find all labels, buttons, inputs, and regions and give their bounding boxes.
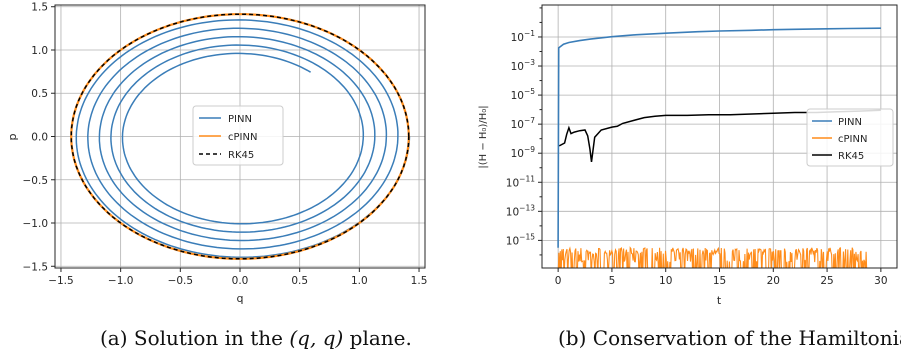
right-chart: 0 5 10 15 20 25 30 10−15 10−13 10−11 10−9 10−7 10−5 1… xyxy=(478,4,898,307)
right-legend-box xyxy=(806,108,894,167)
left-xlabel: q xyxy=(237,292,244,305)
left-ylabel: p xyxy=(6,133,19,140)
right-ytick-label: 10−13 xyxy=(506,203,535,218)
left-ytick-label: −1.5 xyxy=(23,261,49,273)
left-xtick-label: −0.5 xyxy=(168,275,194,287)
caption-left-suffix: plane. xyxy=(343,326,412,350)
right-series xyxy=(557,27,881,268)
left-ytick-label: −0.5 xyxy=(23,175,49,187)
right-xtick-label: 30 xyxy=(874,275,887,287)
left-ytick-label: 0.5 xyxy=(31,88,48,100)
left-xtick-label: 0.5 xyxy=(291,275,308,287)
right-ytick-label: 10−15 xyxy=(506,232,535,247)
caption-right-text: (b) Conservation of the Hamiltonian. xyxy=(558,326,901,350)
right-series-rk45 xyxy=(558,109,881,162)
right-ytick-label: 10−11 xyxy=(506,174,535,189)
left-ytick-label: 1.5 xyxy=(31,2,48,14)
caption-left-prefix: (a) Solution in the xyxy=(100,326,290,350)
left-ticks: −1.5 −1.0 −0.5 0.0 0.5 1.0 1.5 −1.5 −1.0 −0.5 0.0 0… xyxy=(23,2,428,287)
left-xtick-label: 1.0 xyxy=(351,275,368,287)
left-legend-pinn: PINN xyxy=(228,114,252,125)
right-xtick-label: 20 xyxy=(767,275,780,287)
left-legend-box xyxy=(192,105,284,166)
right-xtick-label: 5 xyxy=(609,275,616,287)
left-series-rk45 xyxy=(70,13,410,260)
left-series-pinn xyxy=(75,19,411,259)
right-series-pinn xyxy=(557,27,881,248)
right-legend-cpinn: cPINN xyxy=(838,134,867,145)
right-xtick-label: 0 xyxy=(555,275,562,287)
right-xlabel: t xyxy=(717,294,722,307)
left-ytick-label: −1.0 xyxy=(23,218,49,230)
caption-left: (a) Solution in the (q, q) plane. xyxy=(100,326,412,350)
right-ytick-label: 10−1 xyxy=(511,29,536,44)
right-xtick-label: 15 xyxy=(713,275,726,287)
right-legend-rk45: RK45 xyxy=(838,151,864,162)
left-ytick-label: 1.0 xyxy=(31,45,48,57)
right-legend: PINN cPINN RK45 xyxy=(806,108,894,167)
right-ytick-label: 10−7 xyxy=(511,116,536,131)
right-legend-pinn: PINN xyxy=(838,117,862,128)
left-chart: −1.5 −1.0 −0.5 0.0 0.5 1.0 1.5 −1.5 −1.0 −0.5 0.0 0… xyxy=(6,2,427,305)
left-legend: PINN cPINN RK45 xyxy=(192,105,284,166)
right-ytick-label: 10−9 xyxy=(511,145,536,160)
right-ytick-label: 10−5 xyxy=(511,87,536,102)
caption-right: (b) Conservation of the Hamiltonian. xyxy=(558,326,901,350)
right-ylabel: |(H − H₀)/H₀| xyxy=(478,105,489,168)
right-xtick-label: 10 xyxy=(659,275,672,287)
left-xtick-label: −1.0 xyxy=(108,275,134,287)
right-series-cpinn xyxy=(557,246,868,268)
right-xtick-label: 25 xyxy=(820,275,833,287)
figure: −1.5 −1.0 −0.5 0.0 0.5 1.0 1.5 −1.5 −1.0 −0.5 0.0 0… xyxy=(6,2,898,307)
left-series xyxy=(70,13,411,260)
caption-left-math: (q, q) xyxy=(289,326,344,350)
right-ytick-label: 10−3 xyxy=(511,58,536,73)
left-xtick-label: 0.0 xyxy=(232,275,249,287)
left-ytick-label: 0.0 xyxy=(31,132,48,144)
left-legend-rk45: RK45 xyxy=(228,150,254,161)
left-xtick-label: 1.5 xyxy=(411,275,428,287)
right-ticks: 0 5 10 15 20 25 30 10−15 10−13 10−11 10−9 10−7 10−5 1… xyxy=(506,7,888,287)
left-xtick-label: −1.5 xyxy=(48,275,74,287)
left-legend-cpinn: cPINN xyxy=(228,132,257,143)
